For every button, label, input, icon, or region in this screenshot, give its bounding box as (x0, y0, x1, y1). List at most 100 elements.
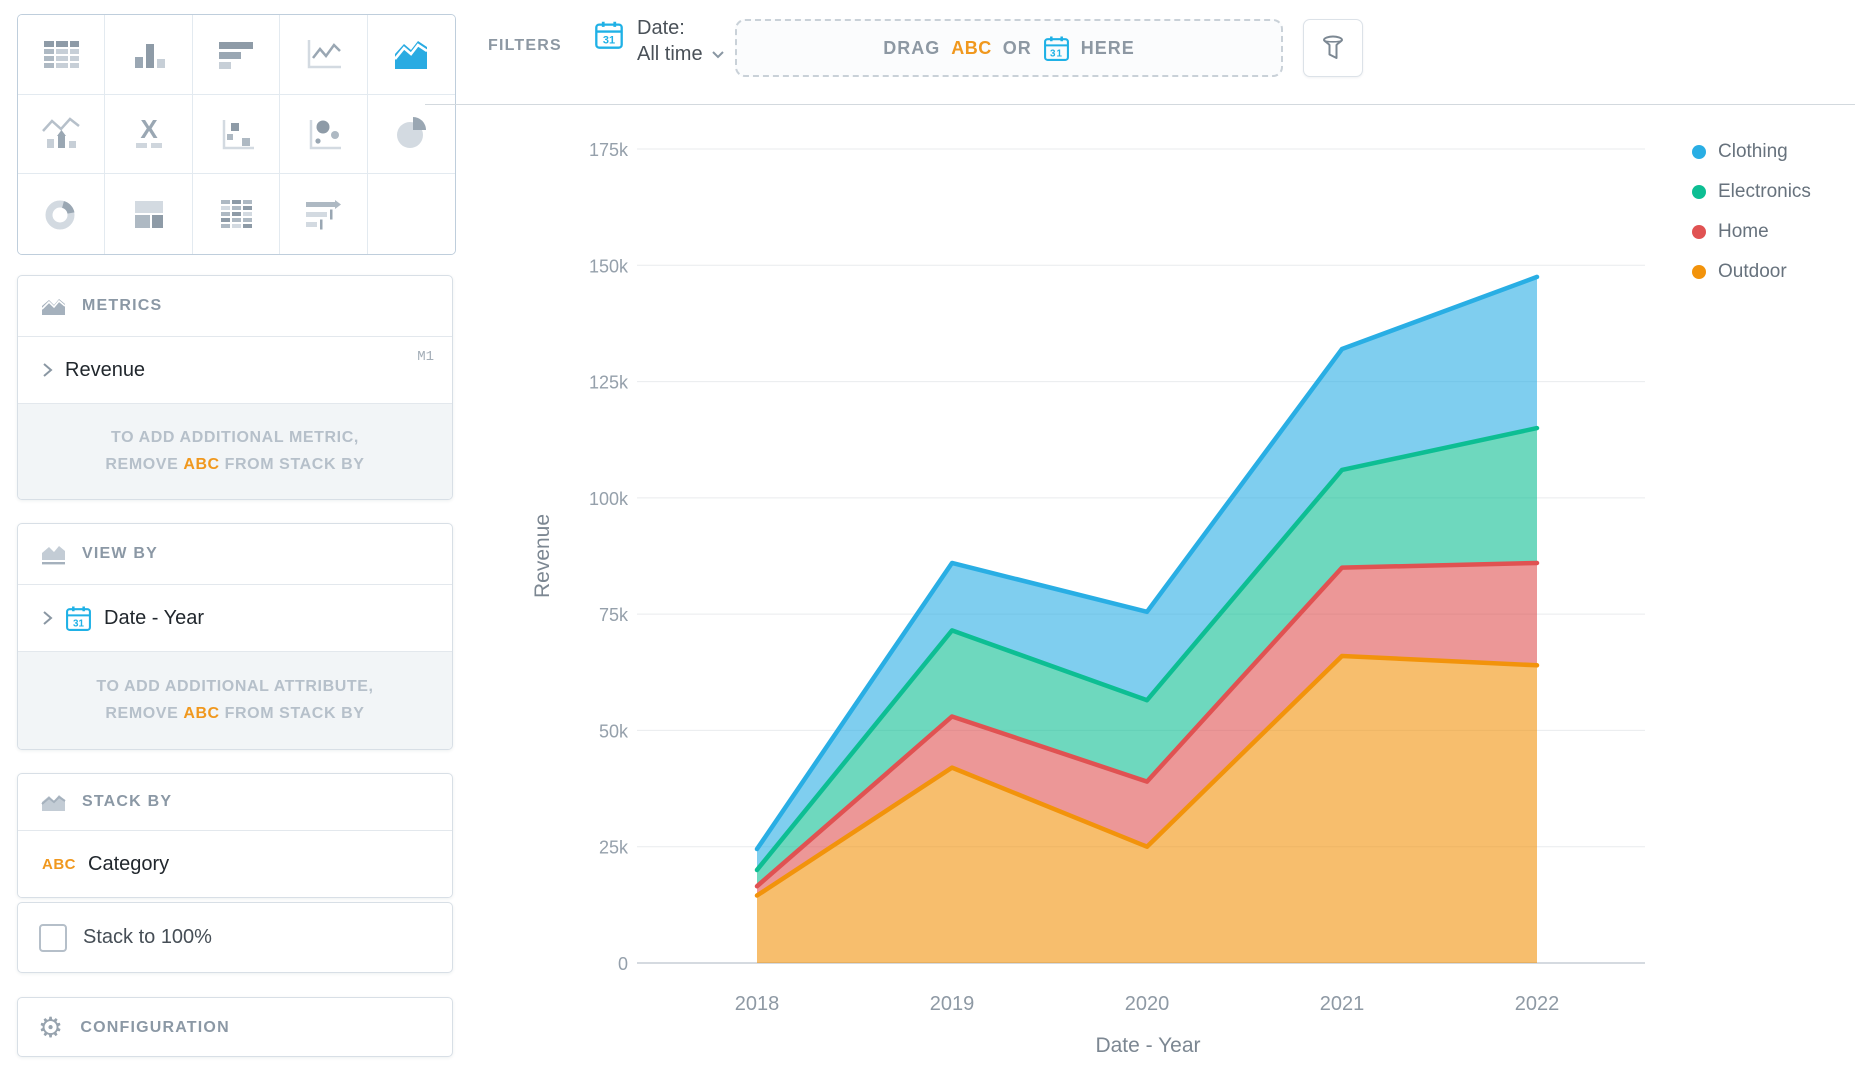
svg-text:X: X (140, 114, 158, 144)
area-chart-bucket-icon (42, 545, 65, 564)
view-by-hint: TO ADD ADDITIONAL ATTRIBUTE, REMOVE ABC … (18, 651, 452, 749)
stack-by-panel: STACK BY ABC Category (17, 773, 453, 898)
attribute-abc-tag: ABC (42, 855, 76, 873)
legend-item-clothing[interactable]: Clothing (1692, 132, 1811, 172)
stack-to-100-label: Stack to 100% (83, 926, 212, 948)
viz-donut-chart-button[interactable] (18, 174, 106, 254)
svg-text:2020: 2020 (1125, 993, 1170, 1015)
viz-combo-chart-button[interactable] (18, 94, 106, 175)
heatmap-icon (220, 200, 252, 229)
svg-text:175k: 175k (589, 140, 629, 160)
view-by-hint-line1: TO ADD ADDITIONAL ATTRIBUTE, (96, 678, 374, 696)
header-divider (425, 104, 1855, 105)
legend-label: Outdoor (1718, 261, 1787, 282)
viz-bubble-chart-button[interactable] (280, 94, 368, 175)
svg-text:2019: 2019 (930, 993, 975, 1015)
view-by-hint-remove: REMOVE (105, 704, 179, 722)
stack-by-item-category[interactable]: ABC Category (18, 830, 452, 897)
bullet-chart-icon (306, 200, 342, 230)
viz-empty-cell (367, 174, 455, 254)
legend-item-outdoor[interactable]: Outdoor (1692, 252, 1811, 292)
legend-label: Electronics (1718, 181, 1811, 202)
view-by-hint-abc: ABC (183, 704, 220, 722)
bubble-chart-icon (310, 119, 342, 150)
legend-dot (1692, 225, 1706, 239)
line-chart-icon (308, 40, 342, 69)
metrics-hint-abc: ABC (183, 455, 220, 473)
view-by-item-label: Date - Year (104, 606, 205, 629)
viz-area-chart-button-selected[interactable] (367, 15, 455, 95)
viz-table-button[interactable] (18, 15, 106, 95)
viz-scatter-plot-button[interactable] (192, 94, 281, 175)
legend-dot (1692, 265, 1706, 279)
view-by-panel-title: VIEW BY (82, 545, 158, 562)
legend-label: Home (1718, 221, 1769, 242)
filter-drop-zone[interactable]: DRAG ABC OR 31 HERE (735, 19, 1283, 77)
drop-zone-drag: DRAG (883, 37, 941, 58)
configuration-title: CONFIGURATION (80, 1019, 230, 1036)
view-by-panel: VIEW BY 31 Date - Year TO ADD ADDITIONAL… (17, 523, 453, 750)
viz-treemap-button[interactable] (105, 174, 193, 254)
viz-column-chart-button[interactable] (105, 15, 193, 95)
area-chart-bucket-icon (41, 794, 66, 811)
svg-text:31: 31 (603, 35, 615, 47)
viz-headline-button[interactable]: X (105, 94, 193, 175)
view-by-item-date-year[interactable]: 31 Date - Year (18, 584, 452, 651)
viz-pie-chart-button[interactable] (367, 94, 455, 175)
stack-by-panel-header: STACK BY (18, 774, 452, 830)
legend-label: Clothing (1718, 141, 1788, 162)
table-icon (44, 41, 80, 69)
scatter-plot-icon (222, 119, 254, 150)
svg-text:100k: 100k (589, 489, 629, 509)
chevron-right-icon (43, 363, 53, 377)
legend-item-electronics[interactable]: Electronics (1692, 172, 1811, 212)
chart-legend: Clothing Electronics Home Outdoor (1692, 132, 1811, 292)
viz-heatmap-button[interactable] (192, 174, 281, 254)
metrics-panel: METRICS Revenue M1 TO ADD ADDITIONAL MET… (17, 275, 453, 500)
date-filter[interactable]: 31 Date: All time (594, 17, 725, 66)
svg-text:0: 0 (618, 954, 628, 974)
svg-text:25k: 25k (599, 838, 629, 858)
viz-line-chart-button[interactable] (280, 15, 368, 95)
metric-item-label: Revenue (65, 358, 146, 381)
metrics-panel-header: METRICS (18, 276, 452, 336)
stack-by-panel-title: STACK BY (82, 793, 173, 810)
filter-funnel-button[interactable] (1303, 19, 1363, 77)
drop-zone-abc: ABC (951, 37, 992, 58)
svg-text:2022: 2022 (1515, 993, 1560, 1015)
funnel-icon (1323, 35, 1343, 59)
area-chart-bucket-icon (41, 298, 66, 315)
drop-zone-here: HERE (1080, 37, 1135, 58)
metrics-panel-title: METRICS (82, 297, 163, 314)
metric-id-badge: M1 (417, 349, 434, 365)
legend-dot (1692, 145, 1706, 159)
svg-text:31: 31 (73, 618, 84, 629)
column-chart-icon (134, 44, 165, 69)
svg-text:50k: 50k (599, 721, 629, 741)
metrics-hint-line1: TO ADD ADDITIONAL METRIC, (111, 429, 359, 447)
treemap-icon (134, 201, 163, 229)
svg-text:2018: 2018 (735, 993, 780, 1015)
viz-bullet-chart-button[interactable] (280, 174, 368, 254)
stack-to-100-box: Stack to 100% (17, 902, 453, 973)
legend-item-home[interactable]: Home (1692, 212, 1811, 252)
chevron-right-icon (43, 611, 53, 625)
svg-text:150k: 150k (589, 256, 629, 276)
view-by-hint-rest: FROM STACK BY (224, 704, 365, 722)
svg-text:2021: 2021 (1320, 993, 1365, 1015)
calendar-icon: 31 (66, 606, 91, 631)
date-filter-value: All time (637, 43, 703, 65)
stack-to-100-checkbox[interactable] (39, 923, 67, 952)
stack-by-item-label: Category (88, 852, 170, 875)
svg-text:125k: 125k (589, 373, 629, 393)
x-axis-title: Date - Year (1095, 1034, 1201, 1057)
configuration-header[interactable]: ⚙ CONFIGURATION (18, 998, 452, 1056)
bar-chart-icon (218, 42, 253, 70)
viz-bar-chart-button[interactable] (192, 15, 281, 95)
metric-item-revenue[interactable]: Revenue M1 (18, 336, 452, 403)
metrics-hint-rest: FROM STACK BY (224, 455, 365, 473)
area-chart-icon (394, 41, 429, 70)
date-filter-title: Date: (637, 17, 685, 39)
svg-text:75k: 75k (599, 605, 629, 625)
